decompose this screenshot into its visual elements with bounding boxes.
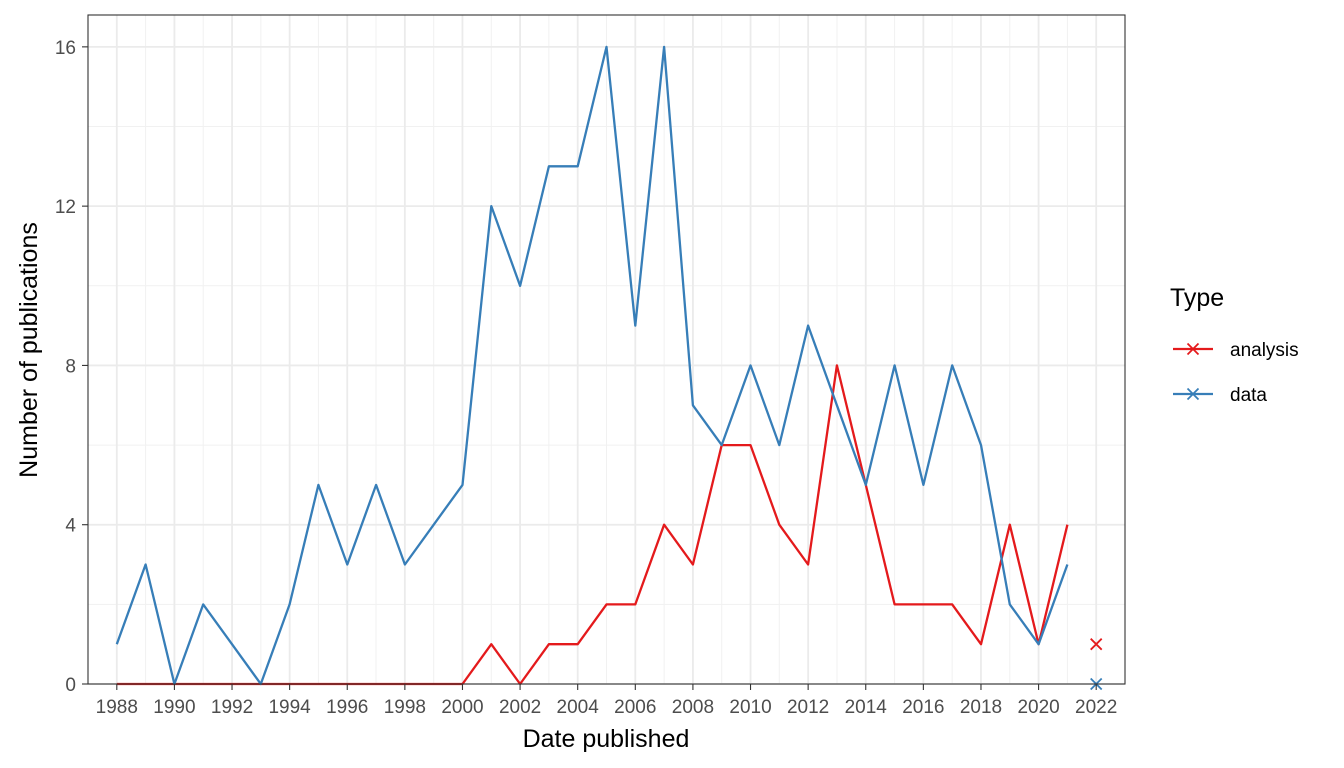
- y-tick-label: 4: [65, 516, 76, 537]
- x-tick-labels: 1988 1990 1992 1994 1996 1998 2000 2002 2004 2006…: [96, 697, 1118, 718]
- point-marker-analysis: [1090, 638, 1103, 651]
- y-tick-label: 0: [65, 675, 76, 696]
- x-tick-label: 2018: [960, 697, 1002, 718]
- series-line-data: [115, 45, 1069, 686]
- x-tick-label: 2006: [614, 697, 656, 718]
- legend-title: Type: [1170, 284, 1224, 312]
- x-tick-label: 1998: [384, 697, 426, 718]
- y-tick-label: 8: [65, 356, 76, 377]
- legend-items: analysis data: [1173, 340, 1299, 406]
- y-tick-label: 12: [55, 197, 76, 218]
- x-tick-label: 2012: [787, 697, 829, 718]
- x-tick-label: 2020: [1017, 697, 1059, 718]
- legend-label: analysis: [1230, 340, 1299, 361]
- y-tick-labels: 0 4 8 12 16: [55, 38, 77, 696]
- x-tick-label: 1996: [326, 697, 368, 718]
- y-tick-label: 16: [55, 38, 76, 59]
- legend-item-data: data: [1173, 385, 1267, 406]
- x-tick-label: 2008: [672, 697, 714, 718]
- legend-key-marker-stroke: [1186, 387, 1200, 401]
- legend-key-marker: [1186, 342, 1200, 356]
- axis-ticks: [82, 46, 1097, 690]
- legend-key-marker-stroke: [1186, 342, 1200, 356]
- x-axis-title: Date published: [523, 725, 690, 753]
- x-tick-label: 2000: [441, 697, 483, 718]
- legend: Type analysis data: [1170, 284, 1299, 406]
- legend-item-analysis: analysis: [1173, 340, 1299, 361]
- x-tick-label: 2002: [499, 697, 541, 718]
- x-tick-label: 2016: [902, 697, 944, 718]
- x-tick-label: 2010: [729, 697, 771, 718]
- x-tick-label: 2004: [557, 697, 600, 718]
- point-marker-analysis-stroke: [1090, 638, 1103, 651]
- x-tick-label: 2022: [1075, 697, 1117, 718]
- x-tick-label: 1988: [96, 697, 138, 718]
- plot-panel-border: [87, 14, 1126, 685]
- x-tick-label: 1992: [211, 697, 253, 718]
- minor-gridlines: [88, 15, 1125, 684]
- legend-key-marker: [1186, 387, 1200, 401]
- y-axis-title: Number of publications: [15, 222, 43, 478]
- legend-label: data: [1230, 385, 1267, 406]
- x-tick-label: 1994: [268, 697, 311, 718]
- x-tick-label: 2014: [845, 697, 888, 718]
- x-tick-label: 1990: [153, 697, 195, 718]
